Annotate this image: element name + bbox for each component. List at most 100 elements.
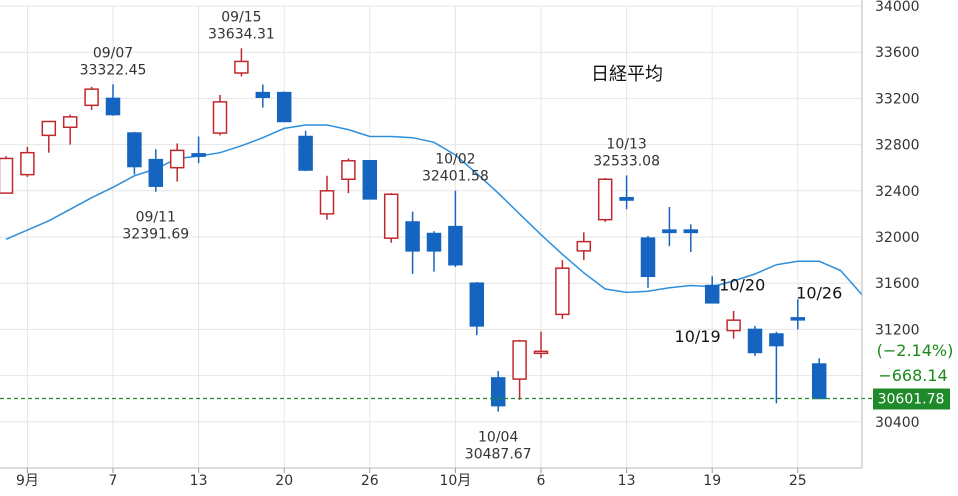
change-value: −668.14 bbox=[878, 366, 947, 385]
candle bbox=[790, 299, 806, 330]
annotation-value: 30487.67 bbox=[465, 447, 532, 463]
annotation-date: 09/15 bbox=[221, 9, 261, 25]
candle bbox=[576, 232, 592, 261]
candle-body-down bbox=[298, 135, 313, 171]
candle bbox=[640, 235, 656, 288]
candle-body-down bbox=[469, 282, 485, 327]
candle-body-down bbox=[704, 284, 720, 304]
y-tick-label: 32000 bbox=[875, 230, 920, 246]
candle-body-up bbox=[576, 240, 592, 252]
candle bbox=[298, 130, 313, 172]
candle bbox=[512, 339, 527, 400]
candle-body-down bbox=[426, 232, 442, 252]
candle bbox=[212, 94, 228, 136]
candle bbox=[255, 84, 271, 108]
x-tick-label: 19 bbox=[703, 473, 721, 489]
candle-body-down bbox=[662, 229, 677, 234]
candle bbox=[319, 175, 335, 220]
candle-body-up bbox=[512, 340, 527, 380]
y-tick-label: 33600 bbox=[875, 45, 920, 61]
candle bbox=[811, 358, 827, 400]
candle-body-down bbox=[790, 317, 806, 321]
annotation-value: 32533.08 bbox=[593, 153, 660, 169]
candle-body-up bbox=[169, 149, 185, 169]
candle bbox=[469, 282, 485, 336]
candle-body-up bbox=[212, 101, 228, 134]
candle bbox=[276, 91, 292, 123]
candle bbox=[41, 120, 57, 153]
candle bbox=[769, 331, 784, 404]
candle-body-down bbox=[276, 91, 292, 123]
y-axis: 30400 31200 31600 32000 32400 32800 33200 33600… bbox=[861, 0, 920, 468]
candle-body-down bbox=[448, 225, 463, 266]
day-label: 10/20 bbox=[719, 276, 765, 295]
x-tick-label: 13 bbox=[618, 473, 636, 489]
candle-body-down bbox=[640, 237, 656, 278]
candle bbox=[383, 193, 399, 243]
candle-body-down bbox=[811, 363, 827, 400]
annotation-date: 10/13 bbox=[606, 136, 646, 152]
candle bbox=[127, 131, 142, 175]
x-tick-label: 20 bbox=[275, 473, 293, 489]
candle bbox=[683, 224, 699, 253]
candle bbox=[341, 158, 356, 194]
candle bbox=[169, 143, 185, 182]
candle-body-down bbox=[105, 97, 121, 116]
candle bbox=[20, 146, 35, 177]
candle bbox=[426, 231, 442, 272]
annotation-value: 32401.58 bbox=[422, 169, 489, 185]
candle-body-up bbox=[0, 157, 14, 194]
candle bbox=[191, 136, 206, 164]
candle bbox=[662, 206, 677, 247]
candle-body-up bbox=[341, 160, 356, 181]
candle bbox=[0, 156, 14, 194]
candle-body-down bbox=[255, 91, 271, 98]
candle-body-down bbox=[362, 160, 378, 200]
candle bbox=[105, 84, 121, 116]
y-tick-label: 30400 bbox=[875, 415, 920, 431]
candle-body-up bbox=[383, 193, 399, 239]
candle-body-up bbox=[533, 350, 549, 355]
annotation-date: 10/02 bbox=[435, 152, 475, 168]
candle-body-down bbox=[619, 196, 634, 201]
annotation-value: 33322.45 bbox=[80, 62, 147, 78]
last-price-badge-bg bbox=[873, 388, 950, 410]
day-label: 10/26 bbox=[796, 283, 842, 302]
candle bbox=[704, 276, 720, 304]
x-tick-label: 9月 bbox=[16, 473, 39, 489]
candle-body-up bbox=[555, 267, 570, 316]
y-tick-label: 34000 bbox=[875, 0, 920, 15]
candle-body-down bbox=[769, 333, 784, 347]
candle-body-down bbox=[127, 132, 142, 168]
annotation-date: 09/11 bbox=[136, 210, 176, 226]
candle-body-down bbox=[747, 328, 763, 354]
candle bbox=[533, 331, 549, 359]
candle bbox=[555, 260, 570, 320]
candle bbox=[405, 211, 420, 274]
candle bbox=[747, 325, 763, 356]
x-tick-label: 6 bbox=[537, 473, 546, 489]
x-tick-label: 10月 bbox=[439, 473, 471, 489]
annotation-date: 09/07 bbox=[93, 45, 133, 61]
candle-body-up bbox=[84, 88, 99, 107]
candle-body-down bbox=[148, 158, 164, 187]
candle-body-up bbox=[726, 319, 741, 332]
candle bbox=[726, 310, 741, 339]
y-tick-label: 31600 bbox=[875, 276, 920, 292]
candle bbox=[362, 160, 378, 200]
candle-body-up bbox=[319, 190, 335, 215]
annotation-value: 33634.31 bbox=[208, 26, 275, 42]
x-tick-label: 26 bbox=[361, 473, 379, 489]
annotation-date: 10/04 bbox=[478, 430, 518, 446]
x-tick-label: 25 bbox=[789, 473, 807, 489]
y-tick-label: 33200 bbox=[875, 91, 920, 107]
candle-body-up bbox=[41, 120, 57, 137]
